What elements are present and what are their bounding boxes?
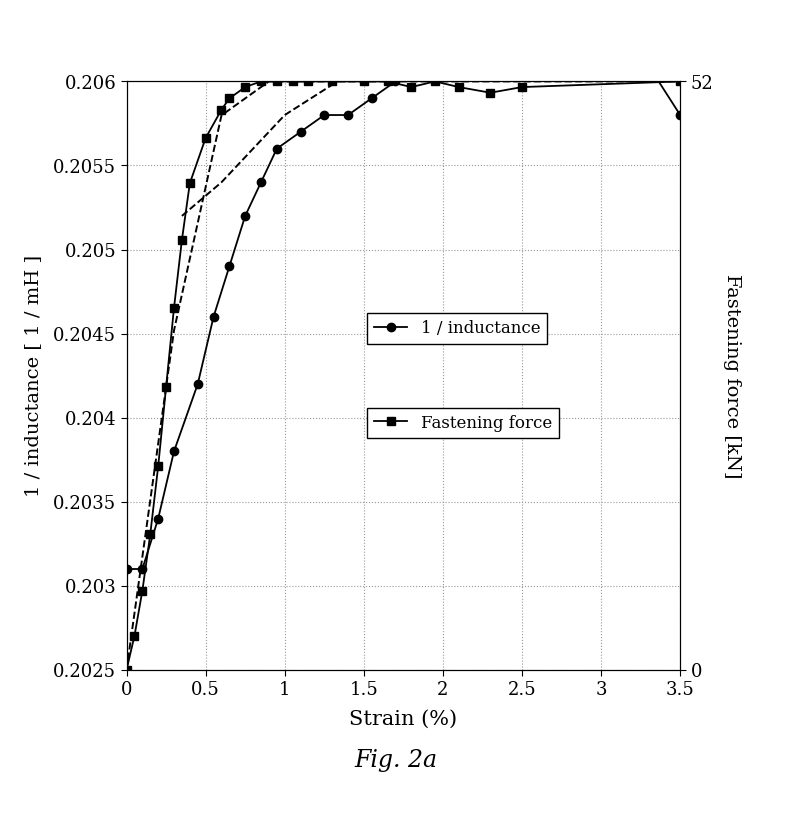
Y-axis label: Fastening force [kN]: Fastening force [kN]: [722, 274, 740, 478]
Line: 1 / inductance: 1 / inductance: [122, 0, 683, 574]
1 / inductance: [122, 565, 131, 574]
1 / inductance: [675, 110, 684, 120]
1 / inductance: [240, 212, 250, 221]
1 / inductance: [485, 0, 495, 2]
Fastening force: [406, 83, 416, 92]
Fastening force: [177, 235, 186, 245]
1 / inductance: [438, 43, 447, 53]
1 / inductance: [224, 261, 234, 271]
Fastening force: [216, 105, 226, 115]
Text: Fig. 2a: Fig. 2a: [353, 748, 437, 771]
Fastening force: [303, 77, 313, 87]
Fastening force: [137, 586, 147, 596]
1 / inductance: [193, 379, 202, 389]
Fastening force: [224, 94, 234, 104]
1 / inductance: [209, 312, 218, 322]
1 / inductance: [272, 144, 281, 154]
Fastening force: [161, 382, 171, 392]
Fastening force: [485, 88, 495, 98]
1 / inductance: [319, 110, 329, 120]
Fastening force: [240, 83, 250, 92]
Fastening force: [256, 77, 265, 87]
Fastening force: [359, 77, 368, 87]
Legend: Fastening force: Fastening force: [367, 408, 558, 438]
Fastening force: [430, 77, 439, 87]
Fastening force: [675, 77, 684, 87]
1 / inductance: [390, 77, 400, 87]
Fastening force: [272, 77, 281, 87]
1 / inductance: [169, 447, 179, 457]
Fastening force: [517, 83, 526, 92]
Fastening force: [122, 665, 131, 675]
Fastening force: [288, 77, 297, 87]
1 / inductance: [343, 110, 352, 120]
Fastening force: [130, 631, 139, 641]
Fastening force: [153, 462, 163, 471]
X-axis label: Strain (%): Strain (%): [349, 709, 457, 729]
Fastening force: [382, 77, 392, 87]
Fastening force: [327, 77, 337, 87]
Fastening force: [169, 303, 179, 313]
1 / inductance: [414, 60, 423, 69]
Fastening force: [201, 133, 210, 143]
Line: Fastening force: Fastening force: [122, 78, 683, 674]
Fastening force: [453, 83, 463, 92]
Y-axis label: 1 / inductance [ 1 / mH ]: 1 / inductance [ 1 / mH ]: [24, 255, 42, 497]
Fastening force: [145, 529, 155, 539]
1 / inductance: [256, 177, 265, 187]
1 / inductance: [153, 514, 163, 524]
Fastening force: [185, 179, 194, 189]
1 / inductance: [461, 26, 471, 36]
1 / inductance: [295, 127, 305, 137]
1 / inductance: [367, 94, 376, 104]
1 / inductance: [137, 565, 147, 574]
